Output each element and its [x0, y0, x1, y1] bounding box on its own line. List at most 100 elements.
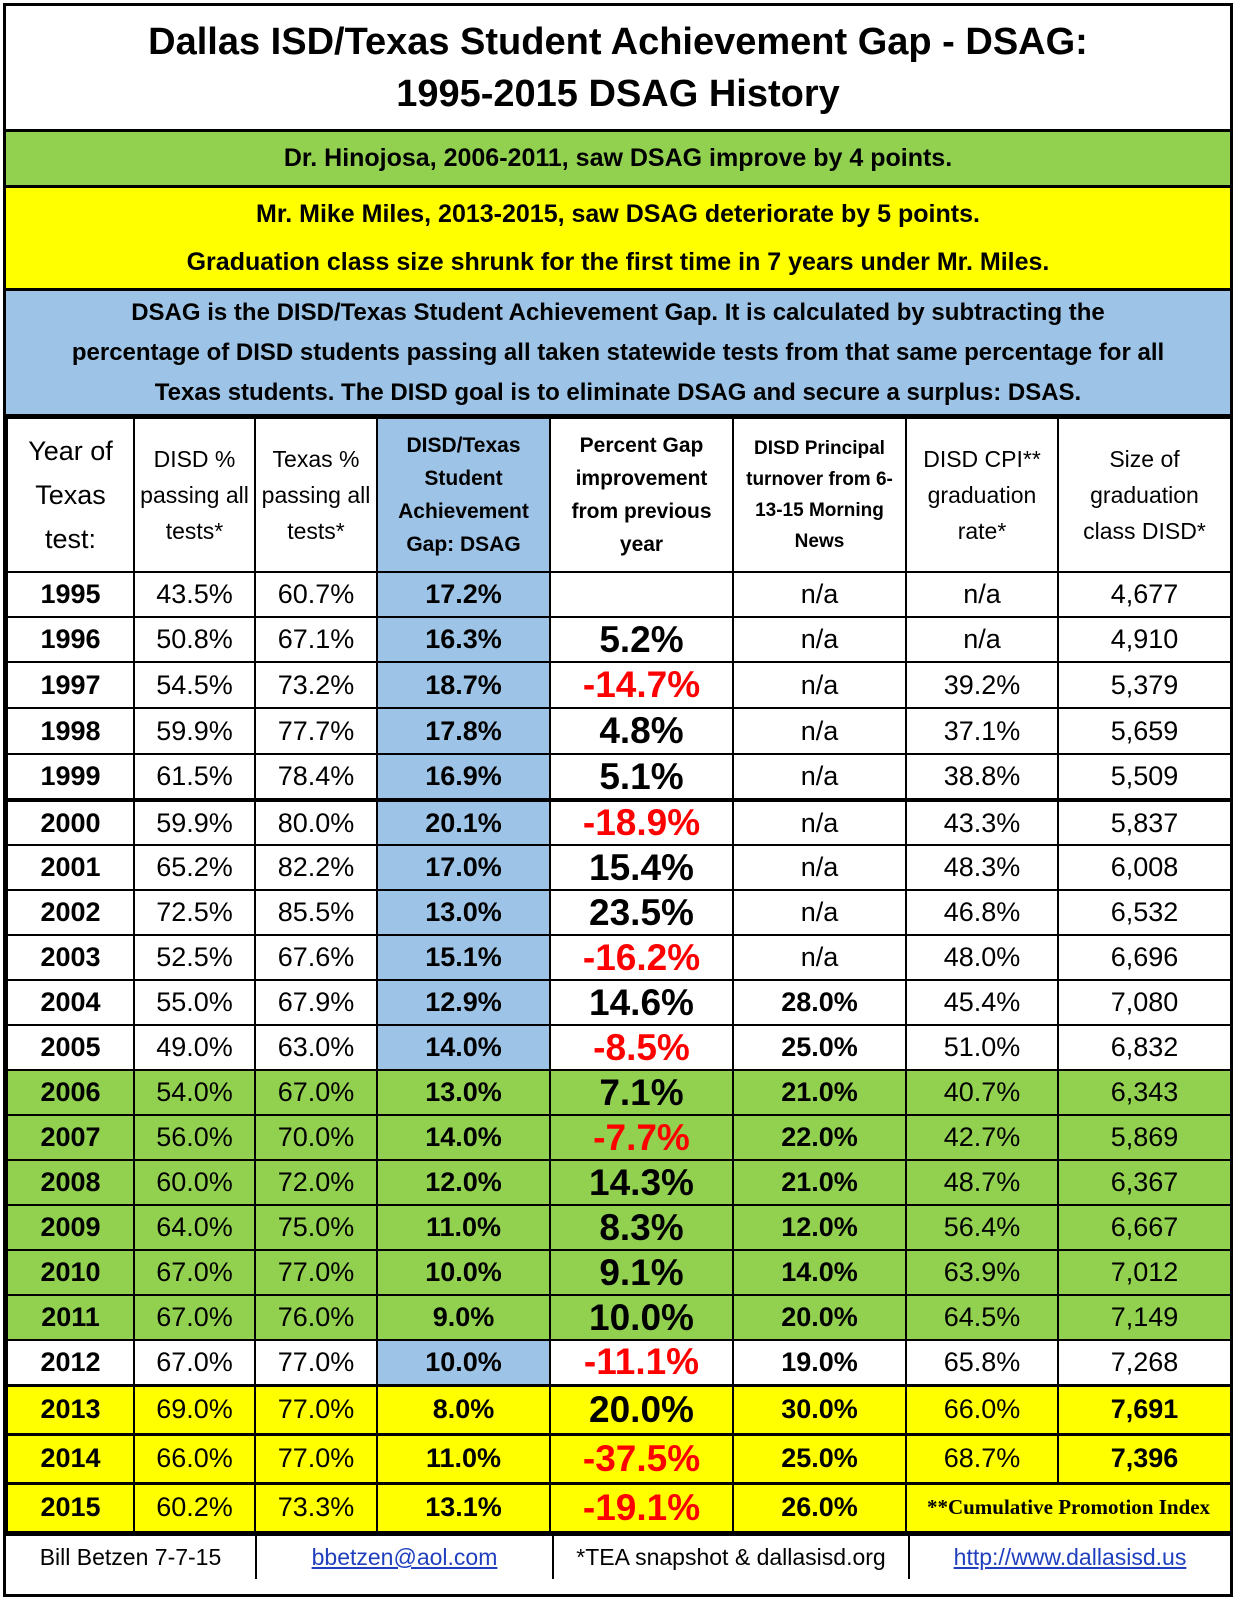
cell-texas-passing: 63.0% — [254, 1024, 378, 1071]
cell-disd-passing: 55.0% — [133, 979, 256, 1026]
header-disd-passing: DISD % passing all tests* — [133, 417, 256, 573]
cell-texas-passing: 67.9% — [254, 979, 378, 1026]
cell-grad-rate: 43.3% — [905, 799, 1059, 846]
cell-dsag: 8.0% — [376, 1384, 551, 1435]
cell-disd-passing: 52.5% — [133, 934, 256, 981]
table-header-row: Year of Texas test: DISD % passing all t… — [6, 417, 1232, 573]
cell-dsag: 13.1% — [376, 1482, 551, 1533]
cell-dsag: 17.8% — [376, 707, 551, 755]
table-row: 1995 43.5% 60.7% 17.2% n/a n/a 4,677 — [6, 571, 1232, 618]
table-row: 2012 67.0% 77.0% 10.0% -11.1% 19.0% 65.8% 7,268 — [6, 1339, 1232, 1386]
cell-grad-class-size: 5,869 — [1057, 1114, 1232, 1161]
cell-grad-class-size: 7,080 — [1057, 979, 1232, 1026]
cell-disd-passing: 67.0% — [133, 1294, 256, 1341]
cell-grad-rate: 65.8% — [905, 1339, 1059, 1386]
cell-principal-turnover: 25.0% — [732, 1024, 907, 1071]
cell-gap-improvement: -7.7% — [549, 1114, 734, 1161]
table-row: 2006 54.0% 67.0% 13.0% 7.1% 21.0% 40.7% 6,343 — [6, 1069, 1232, 1116]
cell-gap-improvement: 9.1% — [549, 1249, 734, 1296]
table-row: 2008 60.0% 72.0% 12.0% 14.3% 21.0% 48.7% 6,367 — [6, 1159, 1232, 1206]
cell-gap-improvement: 23.5% — [549, 889, 734, 936]
cell-dsag: 10.0% — [376, 1249, 551, 1296]
cell-texas-passing: 67.0% — [254, 1069, 378, 1116]
cell-dsag: 9.0% — [376, 1294, 551, 1341]
title-line-2: 1995-2015 DSAG History — [396, 72, 840, 115]
cell-disd-passing: 65.2% — [133, 844, 256, 891]
cell-year: 1998 — [6, 707, 135, 755]
cell-disd-passing: 54.0% — [133, 1069, 256, 1116]
miles-banner: Mr. Mike Miles, 2013-2015, saw DSAG dete… — [6, 188, 1230, 291]
cell-grad-rate: 39.2% — [905, 661, 1059, 709]
table-row: 1997 54.5% 73.2% 18.7% -14.7% n/a 39.2% 5,379 — [6, 661, 1232, 709]
table-row: 2005 49.0% 63.0% 14.0% -8.5% 25.0% 51.0% 6,832 — [6, 1024, 1232, 1071]
cell-texas-passing: 76.0% — [254, 1294, 378, 1341]
cell-principal-turnover: n/a — [732, 753, 907, 801]
cell-grad-rate: 48.7% — [905, 1159, 1059, 1206]
cell-dsag: 13.0% — [376, 889, 551, 936]
cell-grad-class-size: 6,832 — [1057, 1024, 1232, 1071]
cell-grad-class-size: 5,379 — [1057, 661, 1232, 709]
cell-principal-turnover: n/a — [732, 616, 907, 663]
hinojosa-text: Dr. Hinojosa, 2006-2011, saw DSAG improv… — [283, 144, 953, 172]
cell-year: 2014 — [6, 1433, 135, 1484]
cell-principal-turnover: 21.0% — [732, 1159, 907, 1206]
table-row: 2003 52.5% 67.6% 15.1% -16.2% n/a 48.0% 6,696 — [6, 934, 1232, 981]
cell-gap-improvement: 4.8% — [549, 707, 734, 755]
cell-disd-passing: 50.8% — [133, 616, 256, 663]
cell-year: 2007 — [6, 1114, 135, 1161]
cell-grad-rate: 51.0% — [905, 1024, 1059, 1071]
cell-gap-improvement: 5.2% — [549, 616, 734, 663]
cell-year: 2010 — [6, 1249, 135, 1296]
cell-year: 2003 — [6, 934, 135, 981]
table-row: 2010 67.0% 77.0% 10.0% 9.1% 14.0% 63.9% 7,012 — [6, 1249, 1232, 1296]
table-row: 2014 66.0% 77.0% 11.0% -37.5% 25.0% 68.7% 7,396 — [6, 1433, 1232, 1484]
table-row: 2013 69.0% 77.0% 8.0% 20.0% 30.0% 66.0% 7,691 — [6, 1384, 1232, 1435]
footer-author: Bill Betzen 7-7-15 — [6, 1536, 257, 1579]
cell-principal-turnover: 12.0% — [732, 1204, 907, 1251]
header-grad-class-size: Size of graduation class DISD* — [1057, 417, 1232, 573]
cell-gap-improvement: 14.6% — [549, 979, 734, 1026]
cell-year: 2012 — [6, 1339, 135, 1386]
cell-disd-passing: 66.0% — [133, 1433, 256, 1484]
cell-principal-turnover: 28.0% — [732, 979, 907, 1026]
cell-grad-rate: 63.9% — [905, 1249, 1059, 1296]
cell-gap-improvement: 20.0% — [549, 1384, 734, 1435]
table-row: 2000 59.9% 80.0% 20.1% -18.9% n/a 43.3% 5,837 — [6, 799, 1232, 846]
cell-grad-rate: 37.1% — [905, 707, 1059, 755]
cell-texas-passing: 78.4% — [254, 753, 378, 801]
cell-principal-turnover: n/a — [732, 934, 907, 981]
cell-year: 2015 — [6, 1482, 135, 1533]
cell-principal-turnover: 25.0% — [732, 1433, 907, 1484]
cell-texas-passing: 60.7% — [254, 571, 378, 618]
cell-year: 2006 — [6, 1069, 135, 1116]
cell-texas-passing: 70.0% — [254, 1114, 378, 1161]
footer-email-link[interactable]: bbetzen@aol.com — [257, 1536, 554, 1579]
cell-texas-passing: 67.1% — [254, 616, 378, 663]
definition-line-1: DSAG is the DISD/Texas Student Achieveme… — [131, 298, 1105, 326]
cell-texas-passing: 77.0% — [254, 1339, 378, 1386]
cell-texas-passing: 77.7% — [254, 707, 378, 755]
cell-grad-rate: 64.5% — [905, 1294, 1059, 1341]
cell-grad-class-size: 5,509 — [1057, 753, 1232, 801]
cell-grad-class-size: 7,691 — [1057, 1384, 1232, 1435]
cell-year: 1996 — [6, 616, 135, 663]
header-texas-passing: Texas % passing all tests* — [254, 417, 378, 573]
cell-dsag: 16.3% — [376, 616, 551, 663]
table-row: 2015 60.2% 73.3% 13.1% -19.1% 26.0% **Cumulati… — [6, 1482, 1232, 1533]
cell-dsag: 13.0% — [376, 1069, 551, 1116]
cell-year: 2005 — [6, 1024, 135, 1071]
cell-texas-passing: 80.0% — [254, 799, 378, 846]
cell-disd-passing: 61.5% — [133, 753, 256, 801]
cell-disd-passing: 60.0% — [133, 1159, 256, 1206]
cell-principal-turnover: 22.0% — [732, 1114, 907, 1161]
cell-principal-turnover: n/a — [732, 571, 907, 618]
cell-disd-passing: 59.9% — [133, 707, 256, 755]
header-gap-improvement: Percent Gap improvement from previous ye… — [549, 417, 734, 573]
footer-url-link[interactable]: http://www.dallasisd.us — [953, 1544, 1187, 1570]
table-row: 1999 61.5% 78.4% 16.9% 5.1% n/a 38.8% 5,509 — [6, 753, 1232, 801]
table-row: 2009 64.0% 75.0% 11.0% 8.3% 12.0% 56.4% 6,667 — [6, 1204, 1232, 1251]
table-row: 1998 59.9% 77.7% 17.8% 4.8% n/a 37.1% 5,659 — [6, 707, 1232, 755]
cell-dsag: 15.1% — [376, 934, 551, 981]
cell-disd-passing: 54.5% — [133, 661, 256, 709]
cell-gap-improvement: -8.5% — [549, 1024, 734, 1071]
